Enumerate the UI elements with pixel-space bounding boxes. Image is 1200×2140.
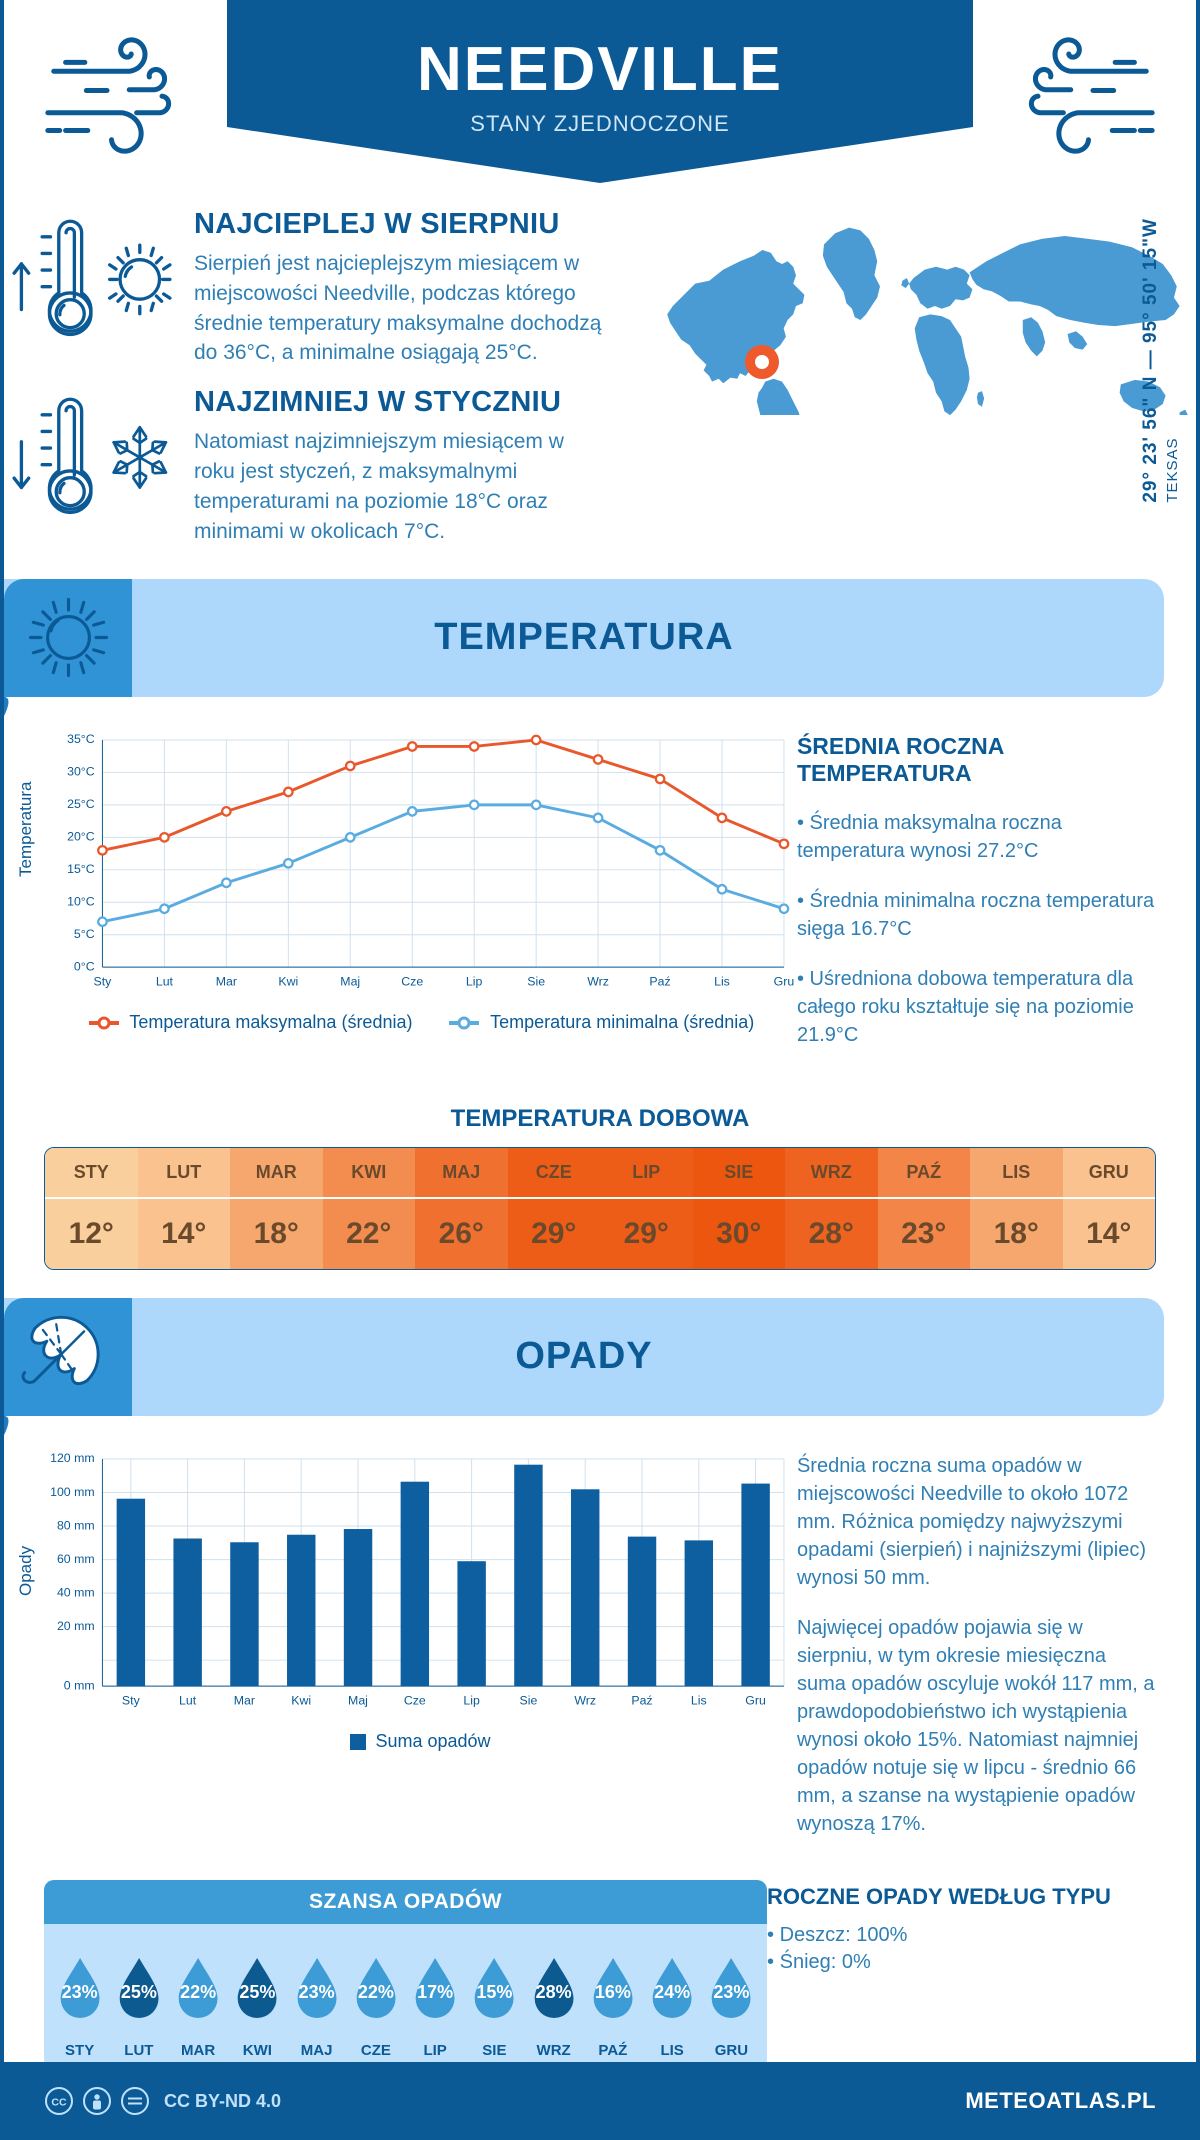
svg-text:Lut: Lut bbox=[179, 1693, 197, 1707]
svg-text:Sty: Sty bbox=[122, 1693, 141, 1707]
svg-text:Cze: Cze bbox=[404, 1693, 426, 1707]
svg-text:Paź: Paź bbox=[649, 974, 670, 988]
svg-text:Lip: Lip bbox=[463, 1693, 480, 1707]
svg-text:Lip: Lip bbox=[466, 974, 483, 988]
svg-text:Wrz: Wrz bbox=[574, 1693, 596, 1707]
svg-text:40 mm: 40 mm bbox=[57, 1585, 95, 1599]
svg-text:20 mm: 20 mm bbox=[57, 1618, 95, 1632]
svg-text:Wrz: Wrz bbox=[587, 974, 609, 988]
svg-text:Lis: Lis bbox=[714, 974, 730, 988]
svg-text:Cze: Cze bbox=[401, 974, 423, 988]
svg-text:Kwi: Kwi bbox=[278, 974, 298, 988]
svg-text:Lis: Lis bbox=[691, 1693, 707, 1707]
svg-text:80 mm: 80 mm bbox=[57, 1518, 95, 1532]
svg-text:60 mm: 60 mm bbox=[57, 1551, 95, 1565]
svg-text:100 mm: 100 mm bbox=[50, 1484, 95, 1498]
svg-text:120 mm: 120 mm bbox=[50, 1451, 95, 1465]
svg-text:Sie: Sie bbox=[527, 974, 545, 988]
svg-text:Gru: Gru bbox=[774, 974, 795, 988]
svg-text:25°C: 25°C bbox=[67, 797, 95, 811]
svg-text:Mar: Mar bbox=[216, 974, 237, 988]
svg-text:30°C: 30°C bbox=[67, 764, 95, 778]
svg-text:CC: CC bbox=[51, 2097, 67, 2109]
svg-text:35°C: 35°C bbox=[67, 732, 95, 746]
svg-text:Paź: Paź bbox=[631, 1693, 652, 1707]
svg-text:Maj: Maj bbox=[340, 974, 360, 988]
svg-text:15°C: 15°C bbox=[67, 862, 95, 876]
svg-text:Gru: Gru bbox=[745, 1693, 766, 1707]
svg-text:20°C: 20°C bbox=[67, 829, 95, 843]
svg-text:Maj: Maj bbox=[348, 1693, 368, 1707]
svg-text:Sie: Sie bbox=[519, 1693, 537, 1707]
svg-text:Lut: Lut bbox=[156, 974, 174, 988]
svg-text:5°C: 5°C bbox=[74, 926, 95, 940]
svg-text:Mar: Mar bbox=[234, 1693, 255, 1707]
svg-text:Kwi: Kwi bbox=[291, 1693, 311, 1707]
svg-text:10°C: 10°C bbox=[67, 894, 95, 908]
svg-text:0°C: 0°C bbox=[74, 959, 95, 973]
svg-text:Sty: Sty bbox=[94, 974, 113, 988]
svg-text:0 mm: 0 mm bbox=[64, 1678, 95, 1692]
